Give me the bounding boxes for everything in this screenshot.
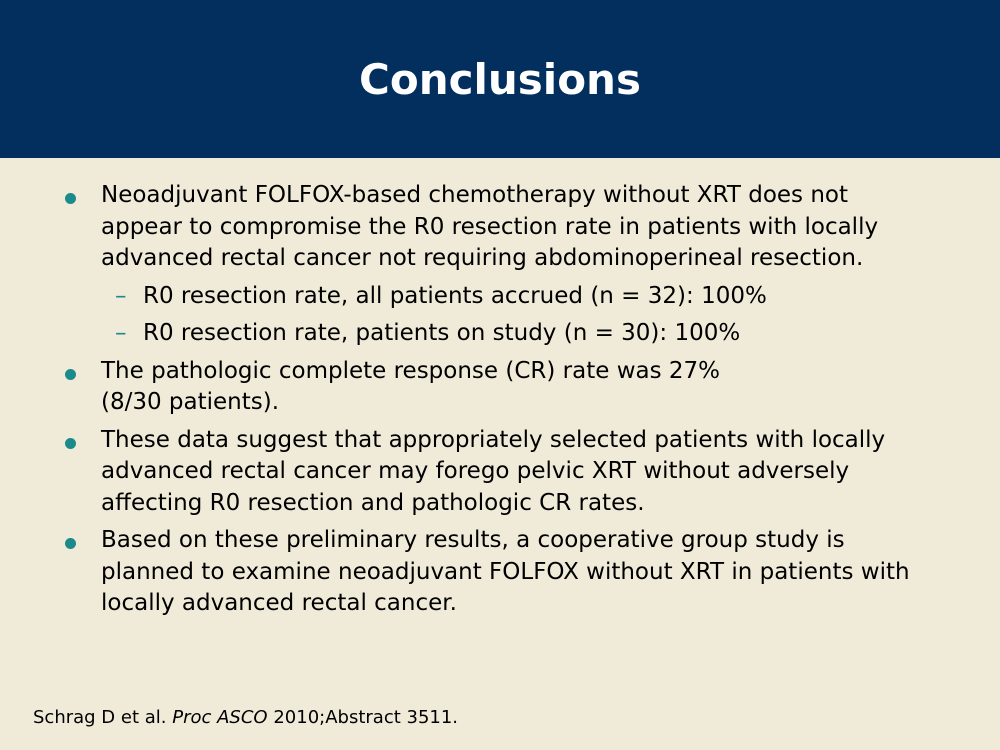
bullet-item-3: These data suggest that appropriately se…: [0, 425, 931, 520]
sub-bullet-text: R0 resection rate, all patients accrued …: [143, 282, 767, 309]
bullet-text-line-1: The pathologic complete response (CR) ra…: [101, 357, 721, 384]
slide-title: Conclusions: [359, 55, 641, 104]
bullet-text: These data suggest that appropriately se…: [101, 426, 886, 516]
bullet-item-1: Neoadjuvant FOLFOX-based chemotherapy wi…: [0, 180, 931, 275]
citation-details: 2010;Abstract 3511.: [273, 707, 459, 728]
citation: Schrag D et al. Proc ASCO 2010;Abstract …: [33, 706, 458, 730]
bullet-text: Based on these preliminary results, a co…: [101, 527, 910, 616]
bullet-item-2: The pathologic complete response (CR) ra…: [0, 356, 931, 419]
sub-bullet-item-2: – R0 resection rate, patients on study (…: [0, 318, 943, 350]
bullet-text: Neoadjuvant FOLFOX-based chemotherapy wi…: [101, 182, 879, 271]
bullet-text-line-2: (8/30 patients).: [101, 389, 280, 415]
bullet-item-4: Based on these preliminary results, a co…: [0, 525, 931, 620]
bullet-dot-icon: [65, 437, 76, 449]
sub-bullet-item-1: – R0 resection rate, all patients accrue…: [0, 281, 943, 313]
citation-journal: Proc ASCO: [172, 707, 268, 728]
bullet-dot-icon: [65, 538, 76, 549]
bullet-dot-icon: [65, 193, 76, 204]
sub-bullet-text: R0 resection rate, patients on study (n …: [143, 320, 741, 346]
dash-icon: –: [115, 320, 127, 346]
dash-icon: –: [115, 282, 127, 309]
conclusions-list: Neoadjuvant FOLFOX-based chemotherapy wi…: [0, 180, 1000, 626]
bullet-dot-icon: [65, 368, 76, 380]
citation-authors: Schrag D et al.: [33, 707, 167, 728]
title-banner: Conclusions: [0, 0, 1000, 158]
